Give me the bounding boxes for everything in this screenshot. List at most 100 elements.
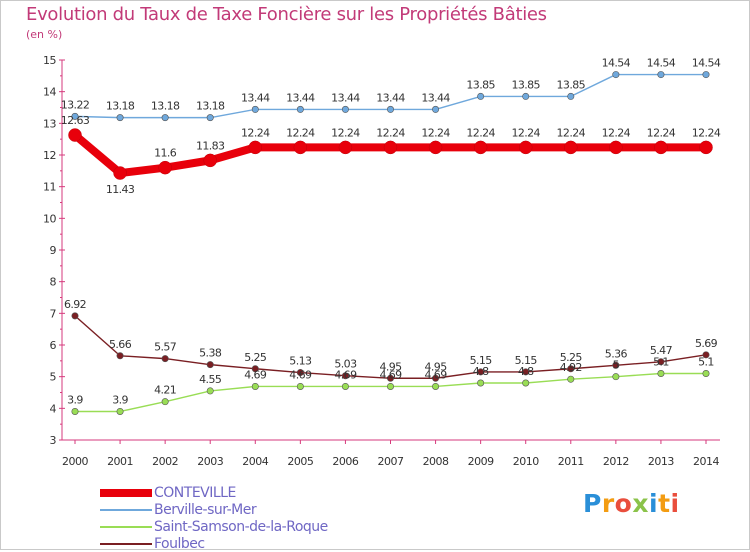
data-point [612,361,620,369]
proxiti-logo: Proxiti [583,489,680,518]
logo-letter: P [583,489,602,518]
data-label: 13.44 [286,91,315,104]
data-point [68,128,82,142]
data-label: 3.9 [67,394,83,407]
x-tick-label: 2001 [107,455,133,468]
legend-label: Berville-sur-Mer [154,501,257,518]
data-label: 12.24 [647,126,676,139]
legend-item: Saint-Samson-de-la-Roque [100,518,328,535]
y-tick-label: 12 [43,149,56,162]
chart-unit-label: (en %) [26,28,63,41]
legend-swatch [100,542,152,545]
data-label: 11.83 [196,139,225,152]
y-tick-label: 14 [43,86,56,99]
data-label: 13.44 [331,91,360,104]
x-tick-label: 2006 [332,455,358,468]
data-point [296,369,304,377]
data-point [116,114,124,122]
data-point [203,153,217,168]
data-point [522,379,530,387]
data-label: 4.69 [425,368,448,381]
logo-letter: x [632,489,649,518]
data-label: 4.95 [379,360,402,373]
y-tick-label: 11 [43,181,56,194]
data-point [206,387,214,395]
data-point [248,140,263,155]
x-tick-label: 2000 [62,455,88,468]
data-point [386,105,394,113]
data-label: 12.24 [466,126,495,139]
y-tick-label: 10 [43,212,56,225]
data-label: 13.22 [61,98,90,111]
data-point [251,105,259,113]
data-label: 4.69 [244,368,267,381]
y-tick-label: 13 [43,117,56,130]
legend-item: Berville-sur-Mer [100,501,328,518]
data-label: 12.24 [692,126,721,139]
data-label: 5.13 [289,355,312,368]
data-label: 4.92 [560,361,582,374]
logo-letter: t [658,489,671,518]
data-point [654,140,668,155]
y-tick-label: 6 [50,339,57,352]
data-label: 12.63 [61,114,90,127]
data-point [296,382,304,390]
data-label: 13.18 [196,100,225,113]
data-label: 6.92 [64,298,86,311]
data-label: 12.24 [286,126,315,139]
data-point [432,382,440,390]
data-label: 13.44 [241,91,270,104]
data-label: 4.55 [199,373,222,386]
data-label: 5.15 [470,354,493,367]
data-point [71,407,79,415]
data-point [341,372,349,380]
data-point [116,407,124,415]
data-point [293,140,308,155]
data-label: 12.24 [511,126,540,139]
data-label: 13.85 [511,78,540,91]
data-point [518,140,533,155]
data-label: 13.18 [151,100,180,113]
data-label: 12.24 [241,126,270,139]
data-point [522,368,530,376]
data-point [206,361,214,369]
data-point [567,92,575,100]
logo-letter: i [649,489,659,518]
data-label: 4.8 [473,365,489,378]
data-point [609,140,623,155]
data-point [473,140,488,155]
data-point [477,92,485,100]
data-label: 4.69 [289,368,312,381]
x-tick-label: 2014 [693,455,719,468]
data-label: 5.57 [154,341,177,354]
legend-item: Foulbec [100,535,328,552]
data-point [564,140,578,155]
data-point [567,375,575,383]
y-tick-label: 5 [50,371,57,384]
data-point [113,166,127,180]
data-point [206,114,214,122]
data-label: 5.03 [334,358,357,371]
logo-letter: o [614,489,633,518]
data-label: 14.54 [647,57,676,70]
x-tick-label: 2012 [603,455,629,468]
x-tick-label: 2003 [197,455,223,468]
x-tick-label: 2002 [152,455,178,468]
data-label: 13.18 [106,100,135,113]
x-tick-label: 2007 [378,455,404,468]
data-point [432,374,440,382]
data-label: 12.24 [602,126,631,139]
data-point [477,379,485,387]
data-point [612,71,620,79]
y-tick-label: 8 [50,276,57,289]
data-point [338,140,353,155]
legend-label: Foulbec [154,535,205,552]
data-point [341,382,349,390]
y-tick-label: 9 [50,244,57,257]
data-point [477,368,485,376]
data-point [699,140,713,155]
chart-axes: 3 4 5 6 7 8 9 10 11 12 13 14 15 2000 2001 2002 2003 2004 2… [43,54,720,468]
x-tick-label: 2010 [513,455,539,468]
y-tick-label: 15 [43,54,56,67]
